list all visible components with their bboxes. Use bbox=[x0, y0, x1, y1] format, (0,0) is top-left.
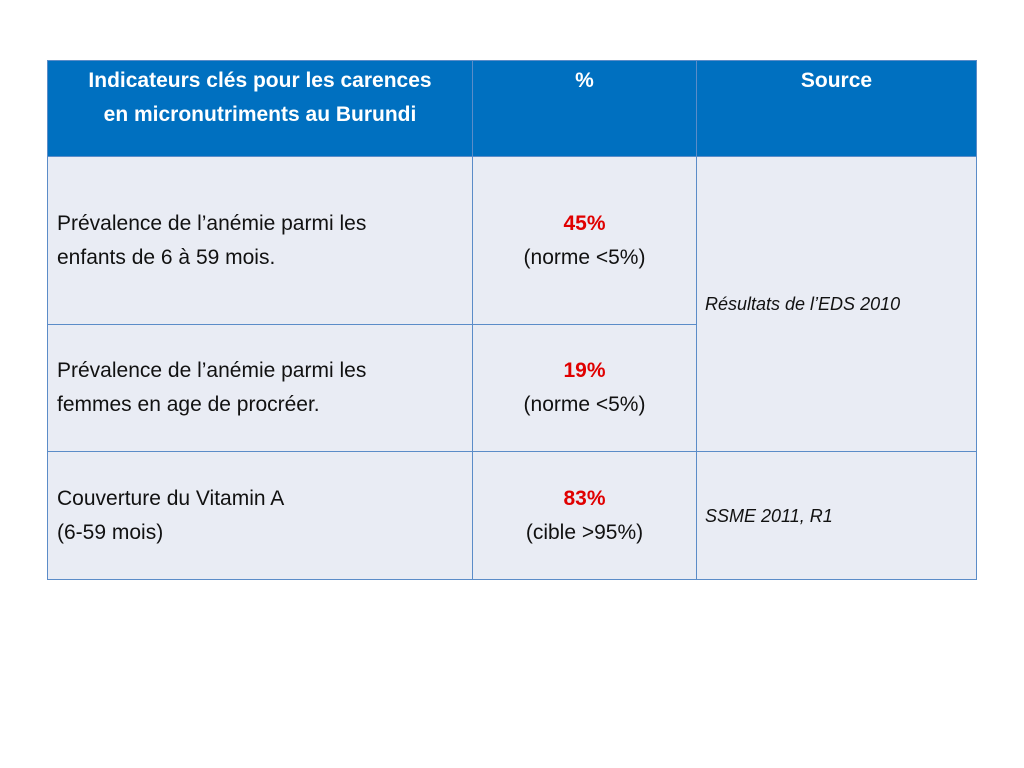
indicator-text: Prévalence de l’anémie parmi les bbox=[57, 359, 367, 382]
header-text: Indicateurs clés pour les carences bbox=[88, 69, 432, 92]
percent-value: 83% bbox=[563, 486, 606, 510]
indicator-text: Prévalence de l’anémie parmi les bbox=[57, 211, 367, 235]
indicator-text: femmes en age de procréer. bbox=[57, 393, 320, 416]
indicator-cell: Couverture du Vitamin A (6-59 mois) bbox=[47, 451, 473, 580]
percent-cell: 19% (norme <5%) bbox=[472, 324, 697, 452]
indicator-text: Couverture du Vitamin A bbox=[57, 486, 285, 510]
header-row: Indicateurs clés pour les carences en mic… bbox=[47, 60, 977, 157]
table-body: Prévalence de l’anémie parmi les enfants … bbox=[47, 156, 977, 580]
header-text: Source bbox=[800, 69, 873, 92]
header-cell: % bbox=[472, 60, 697, 157]
header-cell: Source bbox=[696, 60, 977, 157]
source-cell: Résultats de l’EDS 2010 bbox=[696, 156, 977, 452]
percent-cell: 83% (cible >95%) bbox=[472, 451, 697, 580]
indicator-cell: Prévalence de l’anémie parmi les femmes e… bbox=[47, 324, 473, 452]
indicator-text: (6-59 mois) bbox=[57, 520, 164, 544]
header-text: % bbox=[575, 69, 594, 92]
source-cell: SSME 2011, R1 bbox=[696, 451, 977, 580]
header-text: en micronutriments au Burundi bbox=[103, 103, 417, 126]
table-row: Prévalence de l’anémie parmi les enfants … bbox=[47, 156, 977, 452]
header-cell: Indicateurs clés pour les carences en mic… bbox=[47, 60, 473, 157]
indicator-cell: Prévalence de l’anémie parmi les enfants … bbox=[47, 156, 473, 325]
percent-cell: 45% (norme <5%) bbox=[472, 156, 697, 325]
table-row: Couverture du Vitamin A (6-59 mois) 83% (ci… bbox=[47, 451, 977, 580]
percent-value: 19% bbox=[563, 359, 606, 382]
percent-note: (cible >95%) bbox=[525, 520, 644, 544]
indicator-table: Indicateurs clés pour les carences en mic… bbox=[47, 60, 977, 580]
percent-note: (norme <5%) bbox=[523, 393, 646, 416]
percent-value: 45% bbox=[563, 211, 606, 235]
indicator-text: enfants de 6 à 59 mois. bbox=[57, 245, 276, 269]
table-row: Prévalence de l’anémie parmi les femmes e… bbox=[47, 324, 977, 452]
percent-note: (norme <5%) bbox=[523, 245, 646, 269]
